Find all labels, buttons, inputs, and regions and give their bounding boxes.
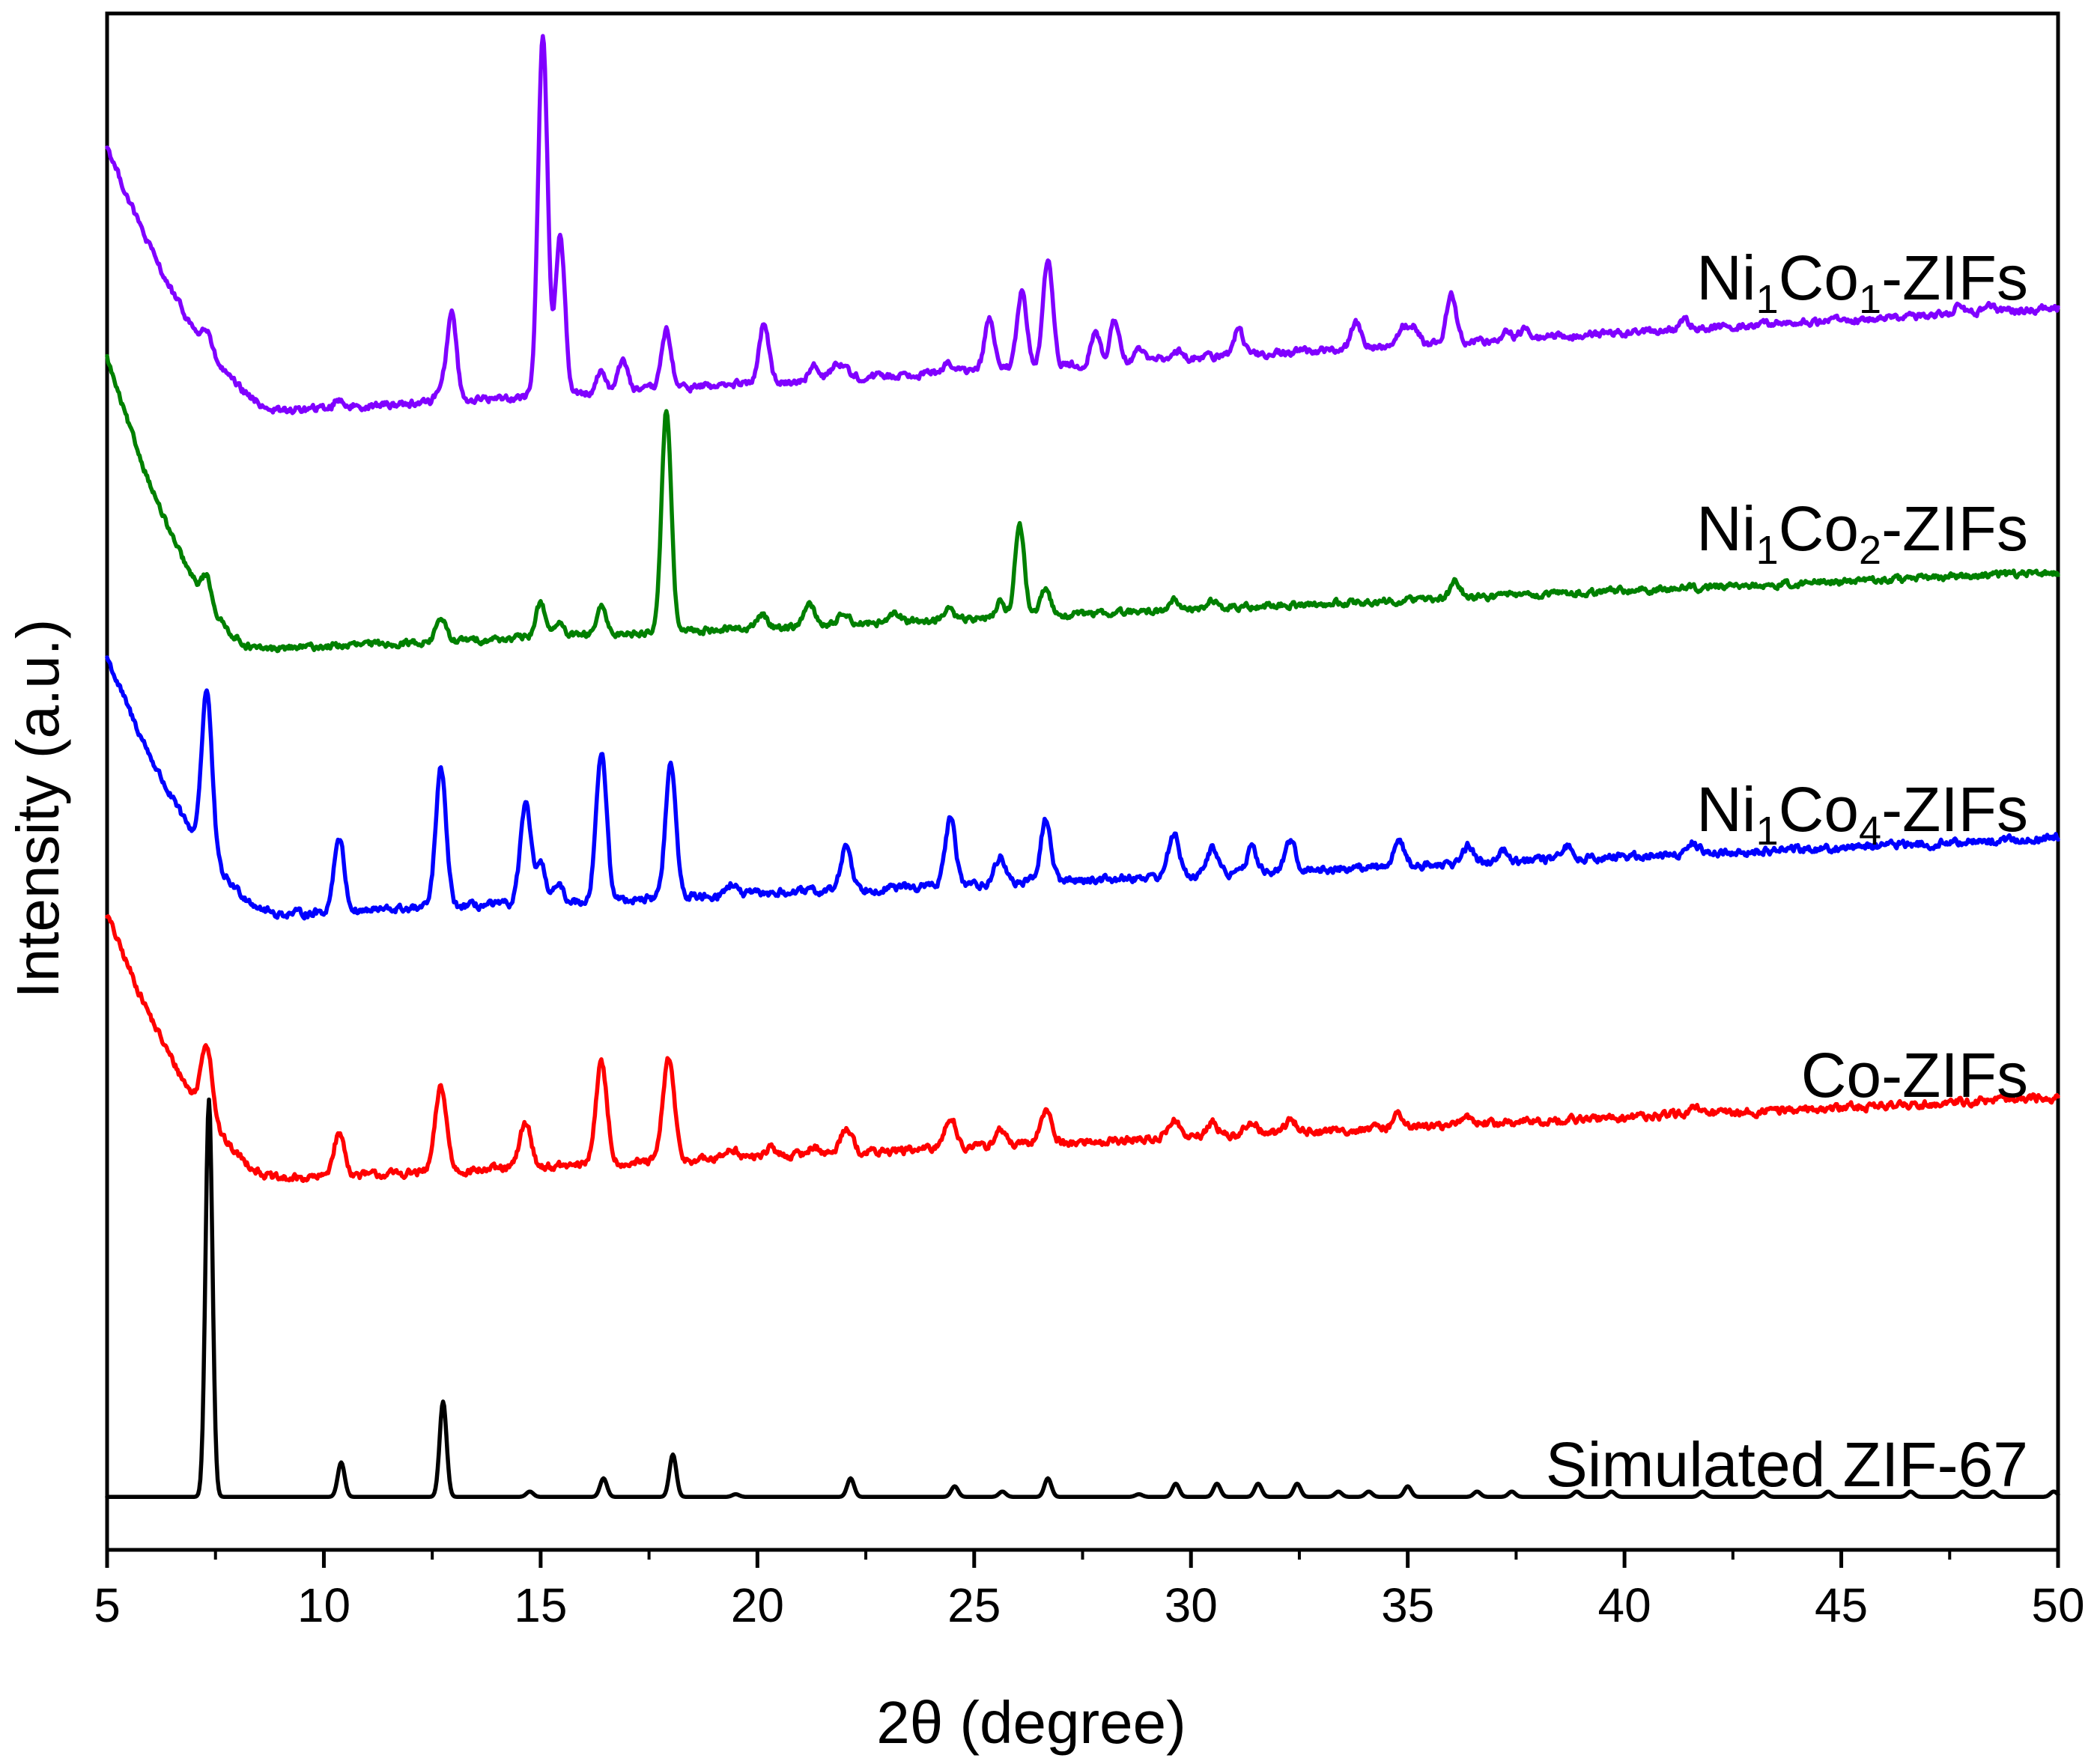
series-line-1 xyxy=(105,914,2060,1184)
series-label-subscript: 1 xyxy=(1756,809,1779,854)
y-axis-title: Intensity (a.u.) xyxy=(4,619,71,999)
x-tick-label: 15 xyxy=(514,1578,567,1632)
x-tick-label: 50 xyxy=(2031,1578,2084,1632)
series-label-text: Co xyxy=(1779,774,1859,845)
series-label-subscript: 1 xyxy=(1859,277,1881,322)
series-label-subscript: 2 xyxy=(1859,528,1881,573)
x-axis-title: 2θ (degree) xyxy=(876,1689,1186,1756)
series-label-text: Co xyxy=(1779,493,1859,564)
series-labels: Simulated ZIF-67Co-ZIFsNi1Co4-ZIFsNi1Co2… xyxy=(1546,243,2028,1500)
series-label-text: -ZIFs xyxy=(1881,774,2028,845)
series-line-2 xyxy=(105,655,2060,921)
series-label-text: Ni xyxy=(1696,243,1755,313)
series-label-text: Ni xyxy=(1696,774,1755,845)
series-label-subscript: 1 xyxy=(1756,277,1779,322)
x-tick-label: 30 xyxy=(1165,1578,1218,1632)
x-axis-ticks: 5 10 15 20 25 30 35 40 45 50 xyxy=(94,1550,2085,1632)
series-line-0 xyxy=(105,1097,2060,1499)
series-label-2: Ni1Co4-ZIFs xyxy=(1696,774,2028,854)
series-label-subscript: 4 xyxy=(1859,809,1881,854)
series-label-text: Ni xyxy=(1696,493,1755,564)
plot-frame xyxy=(105,11,2060,1552)
x-tick-label: 10 xyxy=(297,1578,350,1632)
x-tick-label: 45 xyxy=(1815,1578,1868,1632)
series-label-text: Co xyxy=(1779,243,1859,313)
x-tick-label: 20 xyxy=(731,1578,784,1632)
series-label-subscript: 1 xyxy=(1756,528,1779,573)
plot-border xyxy=(105,11,2060,1552)
series-label-1: Co-ZIFs xyxy=(1801,1040,2028,1110)
series-line-4 xyxy=(105,34,2060,416)
series-label-4: Ni1Co1-ZIFs xyxy=(1696,243,2028,322)
x-tick-label: 40 xyxy=(1598,1578,1651,1632)
series-layer xyxy=(105,34,2060,1499)
series-line-3 xyxy=(105,353,2060,654)
x-tick-label: 35 xyxy=(1381,1578,1434,1632)
series-label-text: Co-ZIFs xyxy=(1801,1040,2028,1110)
x-tick-label: 5 xyxy=(94,1578,121,1632)
series-label-3: Ni1Co2-ZIFs xyxy=(1696,493,2028,573)
series-label-text: -ZIFs xyxy=(1881,493,2028,564)
series-label-text: -ZIFs xyxy=(1881,243,2028,313)
x-tick-label: 25 xyxy=(947,1578,1001,1632)
series-label-0: Simulated ZIF-67 xyxy=(1546,1429,2028,1500)
series-label-text: Simulated ZIF-67 xyxy=(1546,1429,2028,1500)
